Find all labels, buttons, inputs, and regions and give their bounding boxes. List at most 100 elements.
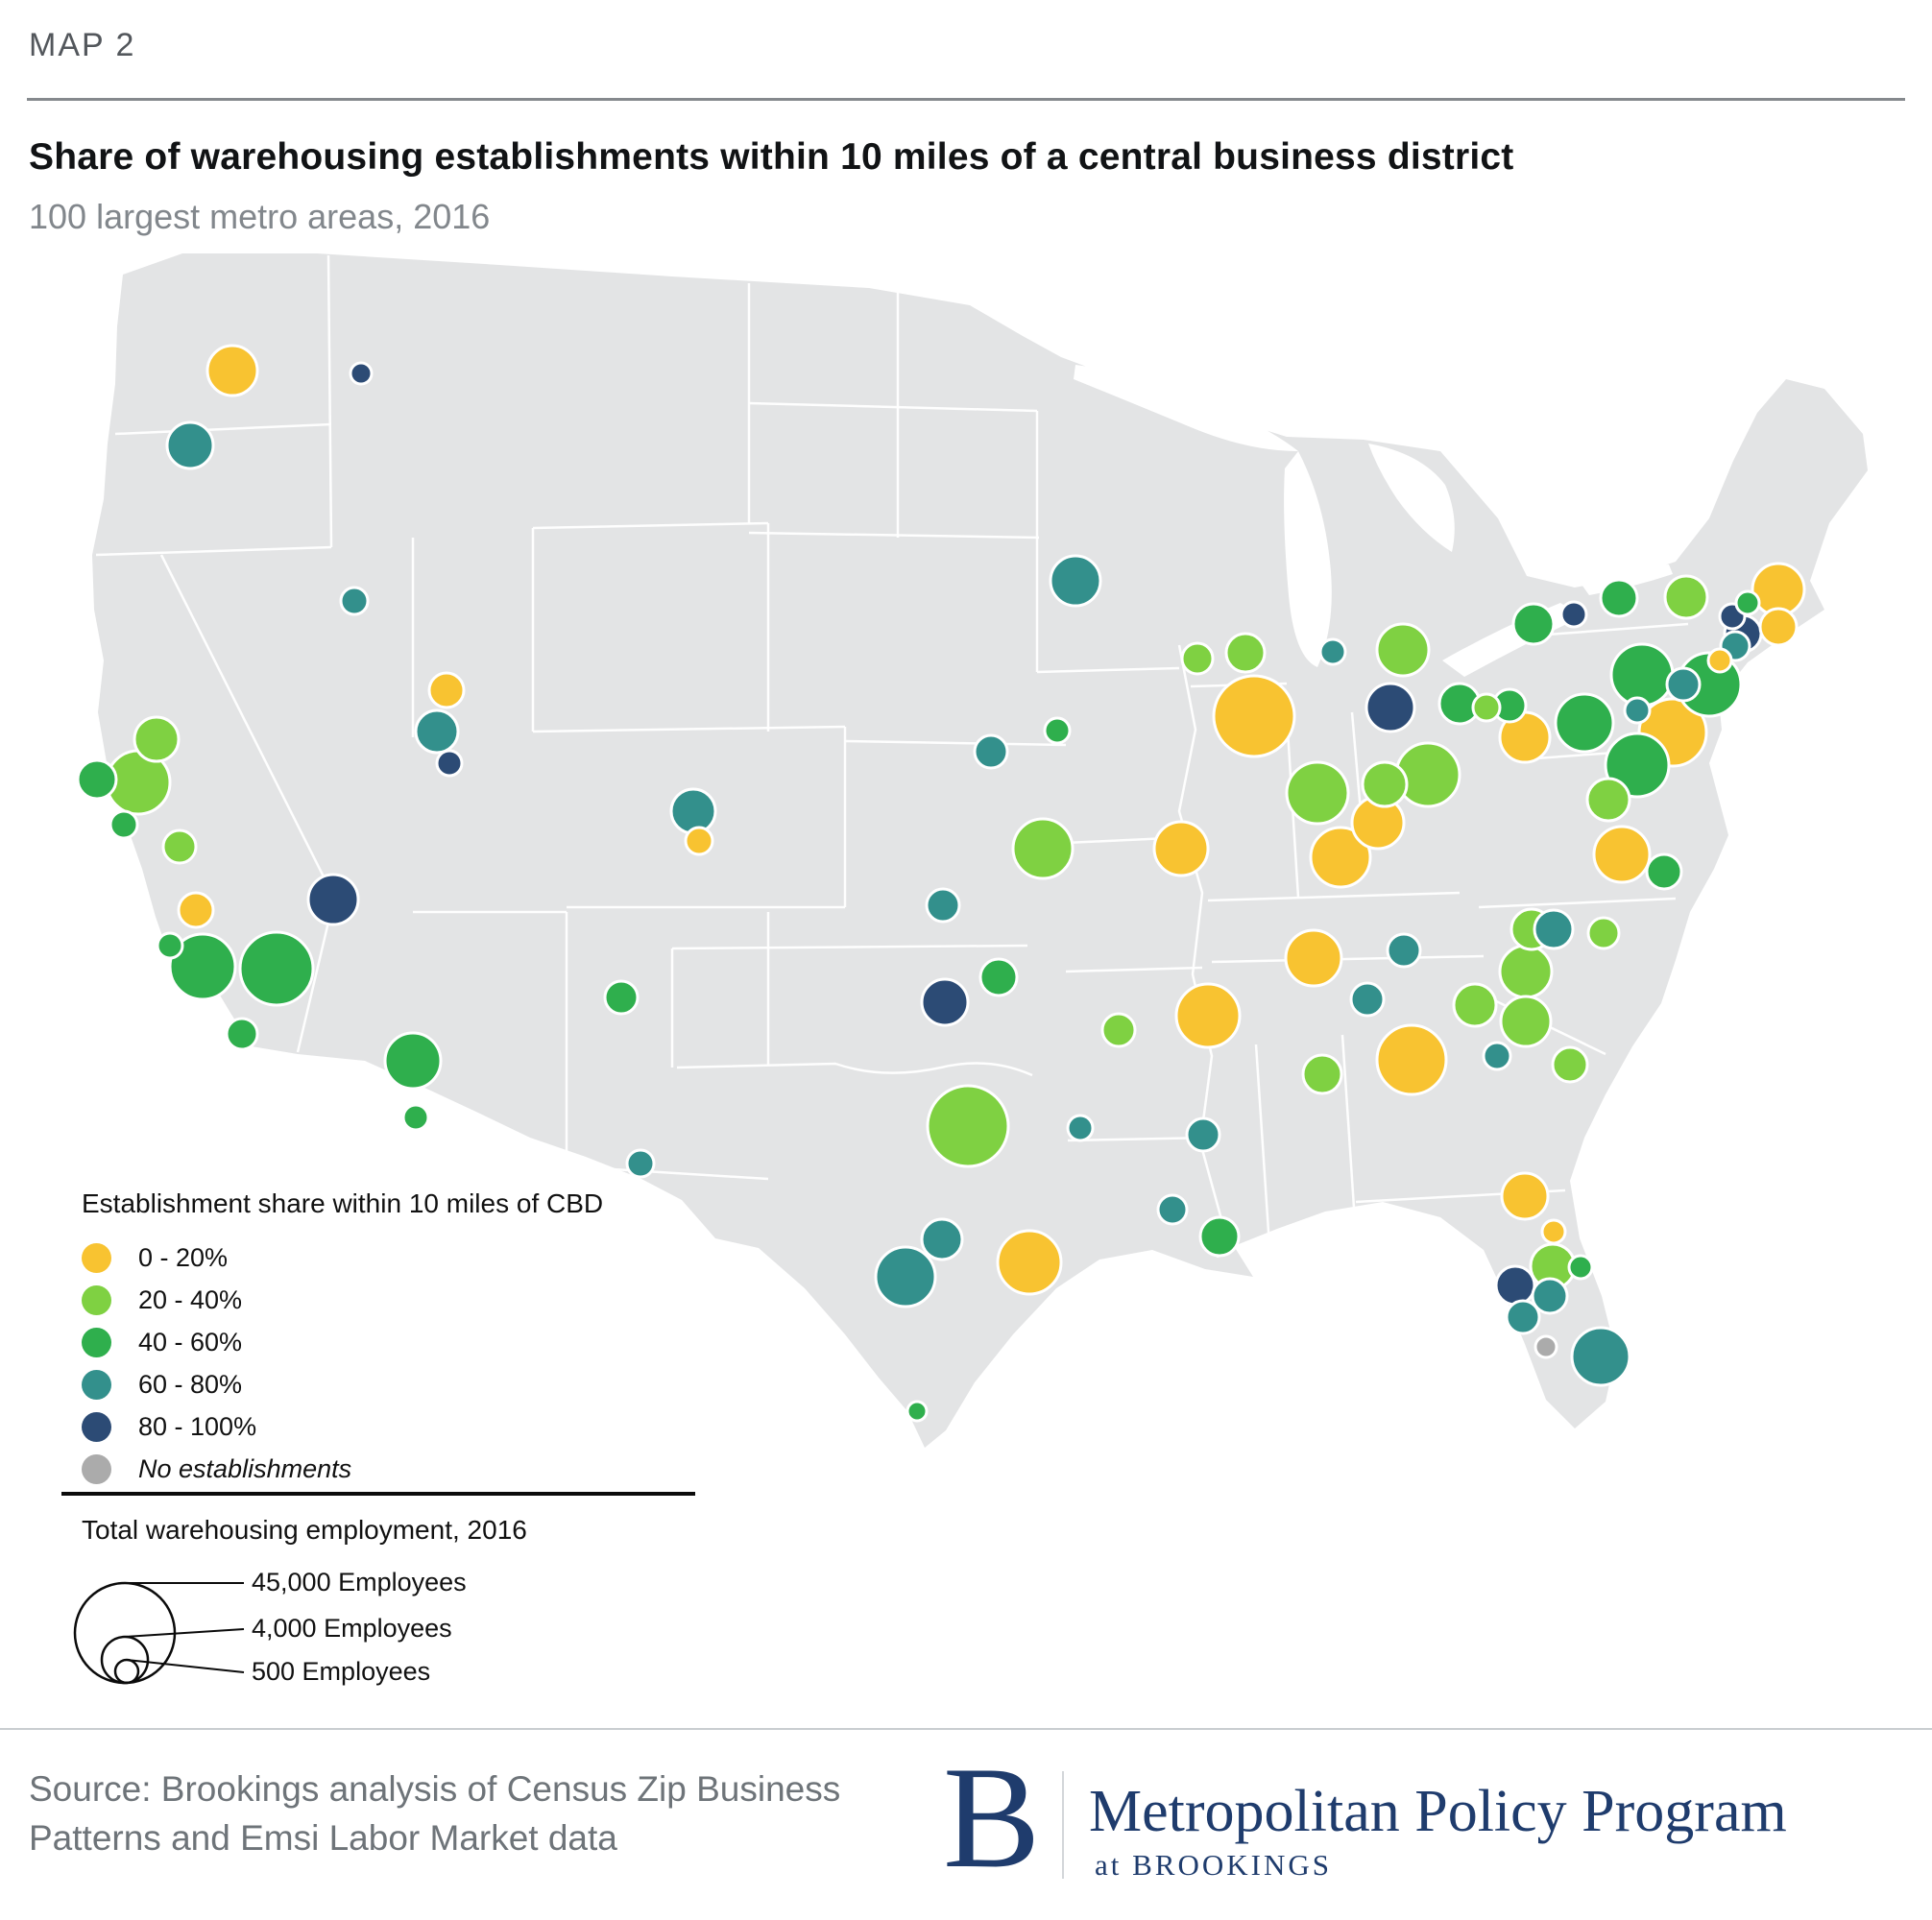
legend-item-label: 0 - 20% (138, 1242, 229, 1272)
metro-bubble (1180, 641, 1215, 676)
metro-bubble (1505, 1299, 1541, 1335)
metro-bubble (1570, 1326, 1631, 1387)
metro-bubble (1224, 632, 1267, 674)
great-lake (1074, 365, 1298, 451)
metro-bubble (1375, 622, 1431, 678)
metro-bubble (1494, 1264, 1536, 1307)
metro-bubble (926, 1084, 1010, 1168)
metro-bubble (1586, 916, 1621, 950)
state-border-line (1478, 897, 1677, 909)
metro-bubble (1706, 647, 1733, 674)
state-border-line (1036, 666, 1180, 674)
state-border-line (1211, 954, 1485, 964)
figure-title: Share of warehousing establishments with… (29, 136, 1514, 178)
metro-bubble (1349, 981, 1386, 1018)
metro-bubble (684, 826, 714, 856)
state-border-line (844, 739, 1067, 747)
metro-bubble (1540, 1218, 1567, 1245)
metro-bubble (1386, 932, 1422, 969)
size-legend-label: 4,000 Employees (252, 1614, 452, 1643)
metro-bubble (1663, 574, 1709, 620)
logo-at-brookings: at BROOKINGS (1095, 1848, 1332, 1882)
metro-bubble (973, 733, 1009, 770)
state-border-line (532, 521, 769, 530)
legend-item-label: 80 - 100% (138, 1411, 257, 1441)
metro-bubble (1758, 607, 1799, 647)
legend-divider (61, 1492, 695, 1496)
legend-item: 60 - 80% (82, 1363, 658, 1405)
source-line-1: Source: Brookings analysis of Census Zip… (29, 1769, 841, 1809)
logo-program-name: Metropolitan Policy Program (1089, 1779, 1787, 1844)
state-border-line (748, 401, 1038, 413)
metro-bubble (1471, 692, 1502, 723)
metro-bubble (1609, 642, 1675, 708)
metro-bubble (1511, 602, 1556, 646)
metro-bubble (1551, 1045, 1589, 1084)
metro-bubble (1559, 600, 1588, 629)
metro-bubble (427, 671, 466, 709)
metro-bubble (109, 809, 139, 840)
metro-bubble (1043, 716, 1072, 745)
metro-bubble (383, 1031, 443, 1091)
metro-bubble (978, 957, 1019, 997)
metro-bubble (1066, 1114, 1095, 1142)
metro-bubble (1156, 1193, 1189, 1226)
state-border-line (1207, 891, 1461, 902)
us-land-silhouette (92, 253, 1868, 1448)
metro-bubble (625, 1148, 656, 1179)
metro-bubble (1534, 1334, 1558, 1359)
state-border-line (532, 725, 846, 733)
brookings-logo-letter: B (943, 1737, 1041, 1898)
footer-divider (0, 1728, 1932, 1730)
legend-swatch-circle (82, 1369, 111, 1400)
color-legend: Establishment share within 10 miles of C… (82, 1188, 658, 1490)
metro-bubble (1554, 692, 1615, 754)
metro-bubble (874, 1245, 937, 1308)
metro-bubble (339, 586, 370, 616)
metro-bubble (1364, 682, 1416, 733)
metro-bubble (161, 828, 198, 865)
state-border-line (676, 1062, 1033, 1077)
metro-bubble (435, 749, 464, 778)
great-lake (1284, 451, 1332, 667)
metro-bubble (1623, 696, 1652, 725)
metro-bubble (1452, 982, 1498, 1028)
metro-bubble (1212, 674, 1296, 758)
legend-item: 80 - 100% (82, 1405, 658, 1448)
metro-bubble (1049, 554, 1102, 608)
size-legend-label: 45,000 Employees (252, 1568, 467, 1596)
metro-bubble (76, 758, 118, 801)
metro-bubble (1100, 1012, 1137, 1048)
metro-bubble (1174, 982, 1242, 1049)
logo-divider (1062, 1771, 1064, 1879)
state-border-line (1254, 1044, 1271, 1247)
state-border-line (1177, 644, 1223, 1259)
metro-bubble (1599, 578, 1639, 618)
state-border-line (1534, 622, 1689, 637)
metro-bubble (1498, 944, 1554, 999)
metro-bubble (165, 420, 215, 470)
state-border-line (671, 944, 1028, 950)
metro-bubble (177, 891, 215, 929)
color-legend-rows: 0 - 20% 20 - 40% 40 - 60% 60 - 80% 80 - 100%… (82, 1236, 658, 1490)
metro-bubble (1284, 928, 1343, 988)
metro-bubble (1152, 820, 1210, 877)
metro-bubble (920, 977, 970, 1027)
legend-swatch-circle (82, 1411, 111, 1442)
metro-bubble (906, 1400, 929, 1423)
size-legend-ring (73, 1581, 177, 1685)
metro-bubble (1301, 1053, 1343, 1095)
metro-bubble (925, 887, 961, 924)
legend-item-label: 60 - 80% (138, 1369, 243, 1399)
legend-swatch-circle (82, 1327, 111, 1357)
size-legend-leader-line (124, 1628, 245, 1638)
size-legend-label: 500 Employees (252, 1657, 431, 1686)
great-lake (1368, 444, 1455, 552)
state-border-line (1065, 966, 1203, 973)
state-border-line (566, 1164, 769, 1181)
size-legend-ring (113, 1658, 140, 1685)
source-line-2: Patterns and Emsi Labor Market data (29, 1818, 617, 1858)
state-border-line (114, 422, 332, 436)
